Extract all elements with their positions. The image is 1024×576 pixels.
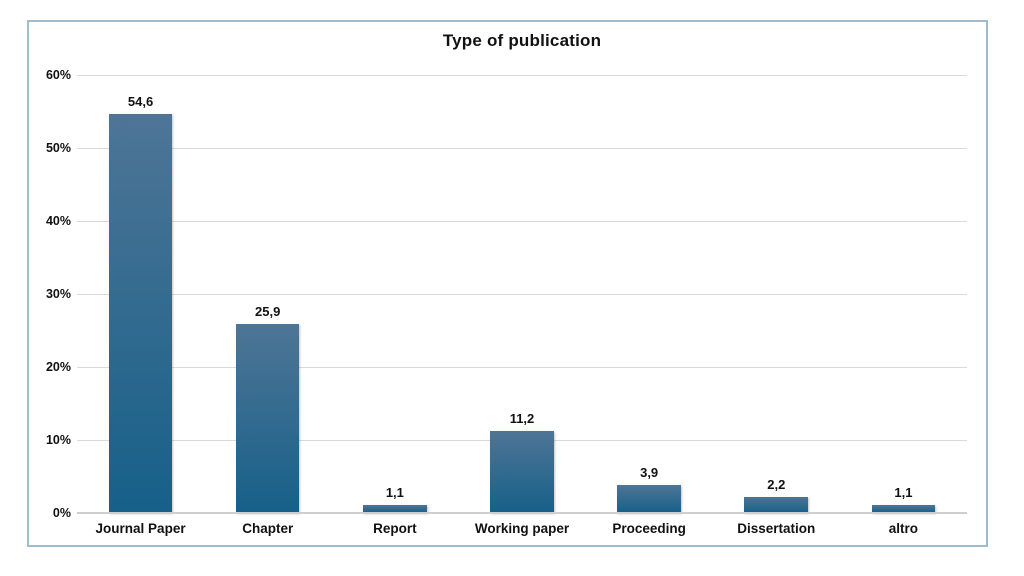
- x-axis-line: [77, 512, 967, 514]
- bar-value-label: 2,2: [767, 476, 786, 492]
- chart-frame: Type of publication 60% 50% 40% 30% 20% 10% 0%…: [27, 20, 988, 547]
- bar-value-label: 11,2: [509, 411, 535, 427]
- bar: [871, 504, 936, 513]
- bar-group: 3,9 Proceeding: [586, 75, 713, 536]
- bar-value-label: 54,6: [127, 94, 154, 110]
- y-tick-label: 60%: [45, 68, 71, 82]
- category-label: Proceeding: [612, 521, 686, 536]
- bar-value-label: 1,1: [894, 484, 913, 500]
- category-label: altro: [888, 521, 919, 536]
- bar: [490, 431, 554, 513]
- bar-value-label: 3,9: [640, 464, 659, 480]
- y-tick-label: 40%: [45, 213, 71, 228]
- y-axis: 60% 50% 40% 30% 20% 10% 0%: [31, 68, 71, 520]
- bar-group: 1,1 altro: [840, 75, 967, 536]
- plot-area: 54,6 Journal Paper 25,9 Chapter 1,1 Report 11,…: [77, 75, 967, 536]
- category-label: Report: [373, 521, 417, 536]
- chart-title: Type of publication: [442, 31, 602, 50]
- category-label: Chapter: [242, 521, 294, 536]
- y-tick-label: 10%: [45, 433, 71, 447]
- gridline: [77, 294, 967, 295]
- y-tick-label: 50%: [45, 140, 71, 155]
- y-tick-label: 0%: [52, 506, 71, 520]
- category-label: Dissertation: [737, 521, 816, 536]
- bar-group: 11,2 Working paper: [458, 75, 585, 536]
- bar: [744, 496, 809, 513]
- bar-group: 25,9 Chapter: [204, 75, 331, 536]
- gridline: [77, 147, 967, 149]
- bar: [617, 484, 681, 513]
- y-tick-label: 30%: [45, 287, 71, 301]
- bar-group: 2,2 Dissertation: [713, 75, 840, 536]
- bar-group: 1,1 Report: [331, 75, 458, 536]
- category-label: Journal Paper: [95, 521, 186, 536]
- bar-value-label: 25,9: [255, 303, 281, 319]
- bar: [363, 504, 427, 513]
- gridline: [77, 75, 967, 76]
- bar: [108, 114, 173, 513]
- bar-value-label: 1,1: [385, 484, 404, 500]
- bars-container: 54,6 Journal Paper 25,9 Chapter 1,1 Report 11,…: [77, 75, 967, 536]
- bar: [235, 323, 300, 513]
- gridline: [77, 220, 967, 222]
- gridline: [77, 366, 967, 368]
- y-tick-label: 20%: [45, 359, 71, 374]
- category-label: Working paper: [474, 521, 570, 536]
- bar-group: 54,6 Journal Paper: [77, 75, 204, 536]
